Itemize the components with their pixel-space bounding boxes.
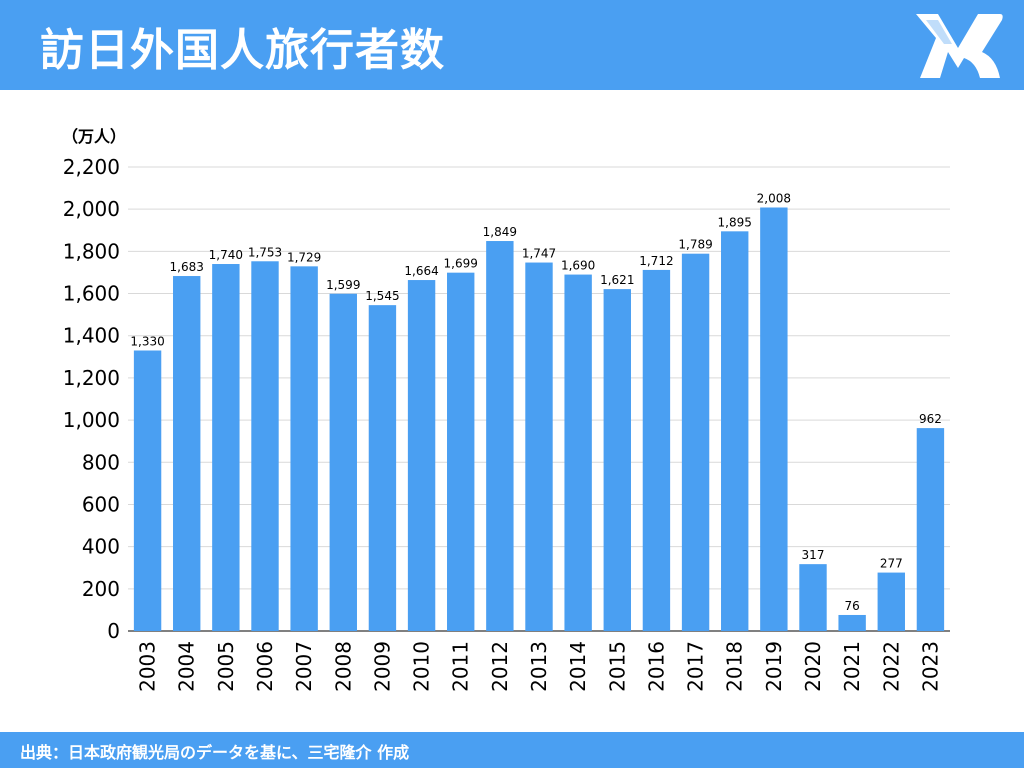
bar-2006 — [251, 261, 279, 631]
data-label: 1,664 — [404, 264, 438, 278]
x-tick-label: 2019 — [762, 641, 786, 692]
x-tick-label: 2009 — [370, 641, 394, 692]
x-tick-label: 2018 — [723, 641, 747, 692]
x-tick-label: 2005 — [214, 641, 238, 692]
x-tick-label: 2017 — [684, 641, 708, 692]
x-tick-label: 2004 — [175, 641, 199, 692]
x-tick-label: 2020 — [801, 641, 825, 692]
x-tick-label: 2021 — [840, 641, 864, 692]
data-label: 1,330 — [130, 334, 164, 348]
mr-logo-icon — [916, 14, 1003, 78]
data-label: 277 — [880, 557, 903, 571]
bar-2016 — [642, 269, 671, 631]
y-tick-label: 1,600 — [63, 282, 120, 306]
data-label: 1,690 — [561, 259, 595, 273]
x-tick-label: 2016 — [644, 641, 668, 692]
data-label: 1,683 — [170, 260, 204, 274]
y-tick-label: 200 — [82, 577, 120, 601]
y-tick-label: 1,000 — [63, 408, 120, 432]
bar-2009 — [368, 305, 397, 631]
bar-2015 — [603, 289, 631, 631]
bar-2023 — [916, 428, 945, 631]
x-tick-label: 2015 — [605, 641, 629, 692]
page-title: 訪日外国人旅行者数 — [40, 25, 445, 76]
data-label: 317 — [802, 548, 825, 562]
data-label: 1,599 — [326, 278, 360, 292]
bar-2018 — [721, 231, 749, 631]
data-label: 1,545 — [365, 289, 399, 303]
x-tick-label: 2013 — [527, 641, 551, 692]
x-tick-label: 2012 — [488, 641, 512, 692]
x-tick-label: 2014 — [566, 641, 590, 692]
y-tick-label: 2,200 — [63, 155, 120, 179]
x-tick-label: 2008 — [331, 641, 355, 692]
data-label: 1,753 — [248, 245, 282, 259]
data-label: 76 — [845, 599, 860, 613]
y-tick-label: 1,200 — [63, 366, 120, 390]
data-label: 1,712 — [639, 254, 673, 268]
bar-2003 — [133, 350, 162, 631]
header-bar: 訪日外国人旅行者数 — [0, 0, 1024, 90]
bar-2004 — [173, 276, 201, 631]
y-tick-label: 600 — [82, 492, 120, 516]
data-label: 1,621 — [600, 273, 634, 287]
data-label: 2,008 — [757, 191, 791, 205]
data-label: 1,747 — [522, 247, 556, 261]
y-tick-label: 800 — [82, 450, 120, 474]
y-tick-label: 1,800 — [63, 239, 120, 263]
bar-2008 — [329, 293, 357, 631]
y-axis-label: （万人） — [62, 127, 126, 146]
data-label: 1,789 — [678, 238, 712, 252]
bar-chart: （万人） 1,330 1,683 1,740 1,753 1,729 1,599 1,545… — [62, 127, 950, 692]
x-tick-label: 2022 — [879, 641, 903, 692]
bar-2010 — [407, 280, 436, 631]
y-tick-label: 1,400 — [63, 324, 120, 348]
x-tick-label: 2010 — [410, 641, 434, 692]
bar-2005 — [212, 264, 240, 631]
data-label: 1,895 — [718, 215, 752, 229]
data-label: 1,849 — [483, 225, 517, 239]
y-tick-label: 2,000 — [63, 197, 120, 221]
bar-2021 — [838, 614, 866, 631]
bar-2007 — [290, 266, 318, 631]
x-tick-label: 2003 — [136, 641, 160, 692]
data-label: 1,699 — [444, 257, 478, 271]
bar-2011 — [447, 272, 475, 631]
x-tick-label: 2023 — [918, 641, 942, 692]
data-label: 962 — [919, 412, 942, 426]
footer-bar: 出典：日本政府観光局のデータを基に、三宅隆介 作成 — [0, 732, 1024, 768]
x-tick-label: 2011 — [449, 641, 473, 692]
data-label: 1,740 — [209, 248, 243, 262]
x-tick-label: 2006 — [253, 641, 277, 692]
source-note: 出典：日本政府観光局のデータを基に、三宅隆介 作成 — [20, 743, 410, 762]
data-label: 1,729 — [287, 250, 321, 264]
bar-2019 — [760, 207, 788, 631]
bar-2022 — [877, 572, 905, 631]
x-tick-label: 2007 — [292, 641, 316, 692]
bar-2012 — [486, 241, 514, 631]
y-tick-label: 400 — [82, 535, 120, 559]
bar-2017 — [681, 253, 710, 631]
bar-2014 — [564, 274, 592, 631]
y-tick-label: 0 — [107, 619, 120, 643]
bar-2020 — [799, 564, 827, 631]
chart-area: （万人） 1,330 1,683 1,740 1,753 1,729 1,599 1,545… — [0, 90, 1024, 732]
bar-2013 — [525, 262, 553, 631]
